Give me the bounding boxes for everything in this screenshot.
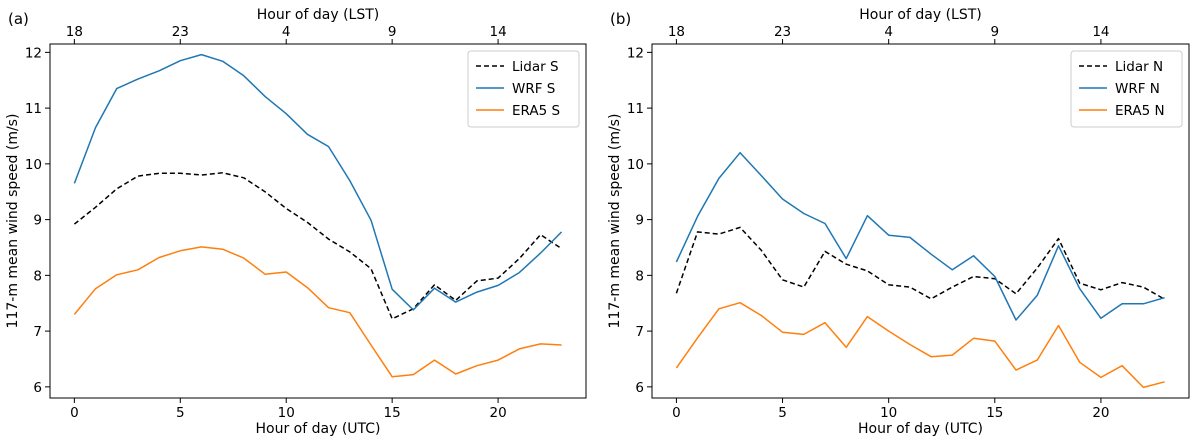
- x-tick-label: 10: [880, 405, 897, 421]
- legend-box: [1070, 50, 1183, 128]
- x-tick-label: 5: [778, 405, 787, 421]
- top-axis-title: Hour of day (LST): [257, 7, 379, 23]
- legend-label: WRF N: [1115, 81, 1160, 97]
- legend: Lidar N WRF N ERA5 N: [1070, 50, 1183, 128]
- y-axis-title: 117-m mean wind speed (m/s): [5, 114, 21, 329]
- x-tick-label: 15: [384, 405, 401, 421]
- legend: Lidar S WRF S ERA5 S: [467, 50, 580, 128]
- y-tick-label: 8: [635, 268, 644, 284]
- x-axis-title: Hour of day (UTC): [858, 421, 983, 437]
- panel-b: (b) Hour of day (LST) 18 23 4 9 14 0 5 10 15 20 6 7 8 9…: [607, 7, 1190, 437]
- series-line-lidar-s: [73, 172, 563, 320]
- y-tick-label: 7: [33, 324, 42, 340]
- top-tick-label: 9: [388, 24, 397, 40]
- y-tick-label: 9: [635, 213, 644, 229]
- top-tick-label: 23: [172, 24, 189, 40]
- x-tick-label: 10: [278, 405, 295, 421]
- top-tick-label: 18: [668, 24, 685, 40]
- legend-label: ERA5 S: [512, 103, 560, 119]
- top-tick-label: 18: [66, 24, 83, 40]
- series-line-wrf-s: [73, 53, 563, 311]
- series-line-era5-n: [675, 301, 1165, 389]
- series-line-lidar-n: [675, 226, 1165, 300]
- top-tick-label: 4: [884, 24, 893, 40]
- legend-label: Lidar N: [1115, 59, 1163, 75]
- top-tick-label: 14: [1092, 24, 1109, 40]
- y-tick-label: 11: [627, 101, 644, 117]
- y-tick-label: 10: [627, 157, 644, 173]
- y-tick-label: 8: [33, 268, 42, 284]
- y-tick-label: 6: [33, 380, 42, 396]
- y-axis-title: 117-m mean wind speed (m/s): [607, 114, 623, 329]
- panel-a: (a) Hour of day (LST) 18 23 4 9 14 0 5 10 15 20 6 7 8 9…: [5, 7, 587, 437]
- y-tick-label: 9: [33, 213, 42, 229]
- x-tick-label: 15: [986, 405, 1003, 421]
- top-tick-label: 4: [282, 24, 291, 40]
- top-tick-label: 9: [990, 24, 999, 40]
- y-tick-label: 11: [25, 101, 42, 117]
- top-tick-label: 14: [489, 24, 506, 40]
- top-tick-label: 23: [774, 24, 791, 40]
- plot-frame: [49, 43, 587, 399]
- panel-label: (b): [610, 10, 631, 28]
- y-tick-label: 6: [635, 380, 644, 396]
- series-line-era5-s: [73, 246, 562, 378]
- y-tick-label: 7: [635, 324, 644, 340]
- x-tick-label: 20: [489, 405, 506, 421]
- y-tick-label: 10: [25, 157, 42, 173]
- series-line-wrf-n: [675, 151, 1165, 321]
- top-axis-title: Hour of day (LST): [859, 7, 981, 23]
- legend-box: [467, 50, 580, 128]
- x-tick-label: 0: [672, 405, 681, 421]
- legend-label: ERA5 N: [1115, 103, 1165, 119]
- plot-frame: [651, 43, 1190, 399]
- x-tick-label: 0: [70, 405, 79, 421]
- x-axis-title: Hour of day (UTC): [256, 421, 381, 437]
- y-tick-label: 12: [627, 45, 644, 61]
- x-tick-label: 20: [1092, 405, 1109, 421]
- panel-label: (a): [8, 10, 29, 28]
- legend-label: Lidar S: [512, 59, 559, 75]
- x-tick-label: 5: [176, 405, 185, 421]
- legend-label: WRF S: [512, 81, 555, 97]
- y-tick-label: 12: [25, 45, 42, 61]
